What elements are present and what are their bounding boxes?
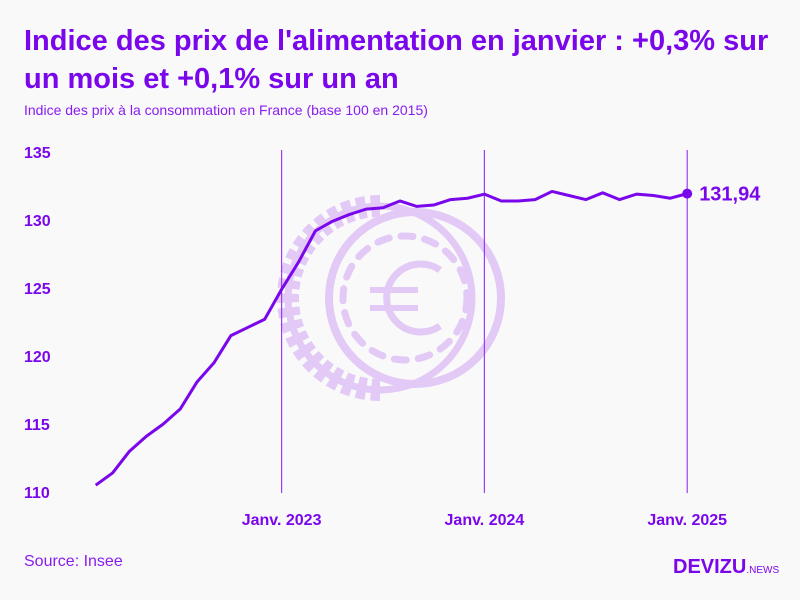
last-value-label: 131,94: [699, 184, 761, 206]
devizu-logo[interactable]: DEVIZU.NEWS: [673, 556, 779, 579]
y-tick-label: 120: [24, 349, 51, 366]
x-tick-label: Janv. 2024: [445, 512, 525, 529]
x-tick-label: Janv. 2023: [242, 512, 322, 529]
x-tick-label: Janv. 2025: [647, 512, 727, 529]
logo-main: DEVIZU: [673, 556, 747, 578]
y-tick-label: 130: [24, 213, 51, 230]
y-tick-label: 135: [24, 145, 51, 162]
last-point-marker: [682, 188, 693, 199]
y-tick-label: 115: [24, 417, 50, 434]
coin-icon: [277, 195, 505, 401]
source-label: Source: Insee: [24, 553, 123, 570]
chart-title: Indice des prix de l'alimentation en jan…: [24, 25, 769, 95]
series-line: [94, 189, 688, 487]
chart-subtitle: Indice des prix à la consommation en Fra…: [24, 102, 428, 118]
logo-suffix: .NEWS: [746, 565, 780, 576]
y-tick-label: 125: [24, 281, 51, 298]
y-tick-label: 110: [24, 485, 50, 502]
